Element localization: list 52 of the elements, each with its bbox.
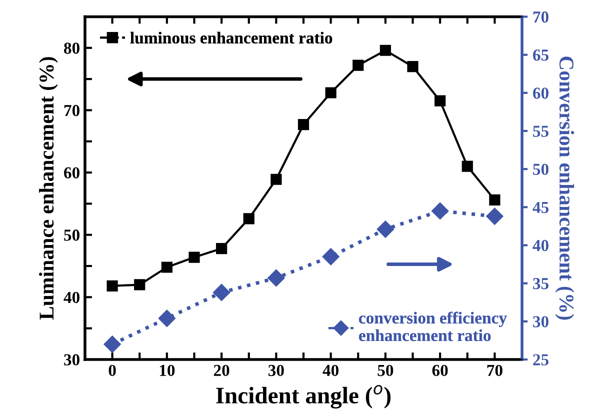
point bbox=[407, 61, 418, 72]
y-axis-title: Luminance enhancement (%) bbox=[39, 57, 58, 320]
x-tick-label: 50 bbox=[378, 364, 394, 376]
x-tick-label: 10 bbox=[160, 364, 175, 376]
y2-tick-label: 40 bbox=[532, 240, 548, 252]
y-tick-label: 50 bbox=[64, 230, 80, 241]
legend-label: luminous enhancement ratio bbox=[130, 32, 332, 44]
point bbox=[486, 208, 504, 225]
x-tick-label: 40 bbox=[322, 364, 339, 376]
point bbox=[462, 160, 473, 172]
point bbox=[325, 87, 336, 98]
y2-tick-label: 30 bbox=[533, 316, 548, 328]
point bbox=[161, 262, 172, 273]
point bbox=[104, 336, 121, 353]
legend-label: conversion efficiency enhancement ratio bbox=[359, 312, 507, 342]
point bbox=[216, 242, 228, 254]
y2-tick-label: 55 bbox=[533, 126, 548, 137]
point bbox=[106, 280, 118, 292]
y-tick-label: 30 bbox=[64, 354, 80, 366]
y-tick-label: 40 bbox=[64, 292, 80, 304]
y2-tick-label: 50 bbox=[533, 164, 548, 176]
point bbox=[134, 279, 146, 290]
x-tick-label: 20 bbox=[214, 364, 230, 376]
y-tick-label: 80 bbox=[64, 42, 80, 54]
y2-axis-title: Conversion enhancement (%) bbox=[555, 56, 574, 320]
point bbox=[434, 95, 446, 106]
point bbox=[380, 44, 391, 56]
y2-tick-label: 25 bbox=[533, 354, 548, 366]
x-tick-label: 0 bbox=[108, 364, 116, 376]
y2-tick-label: 70 bbox=[533, 11, 548, 23]
y2-tick-label: 65 bbox=[533, 50, 548, 61]
point bbox=[243, 213, 254, 224]
point bbox=[376, 220, 394, 238]
point bbox=[188, 252, 200, 263]
x-axis-title: Incident angle ($^{o}$) bbox=[216, 385, 391, 409]
x-tick-label: 70 bbox=[487, 364, 502, 376]
y-tick-label: 60 bbox=[64, 167, 80, 178]
point bbox=[270, 174, 282, 185]
y2-tick-label: 45 bbox=[532, 202, 548, 214]
y-tick-label: 70 bbox=[64, 104, 80, 116]
point bbox=[213, 284, 230, 302]
x-tick-label: 30 bbox=[268, 364, 284, 376]
point bbox=[298, 118, 310, 130]
point bbox=[268, 269, 285, 287]
point bbox=[158, 310, 176, 327]
point bbox=[432, 202, 449, 220]
point bbox=[322, 248, 340, 266]
x-tick-label: 60 bbox=[432, 364, 448, 376]
point bbox=[489, 194, 500, 206]
y2-tick-label: 35 bbox=[533, 278, 548, 290]
point bbox=[352, 60, 364, 71]
y2-tick-label: 60 bbox=[533, 88, 548, 99]
